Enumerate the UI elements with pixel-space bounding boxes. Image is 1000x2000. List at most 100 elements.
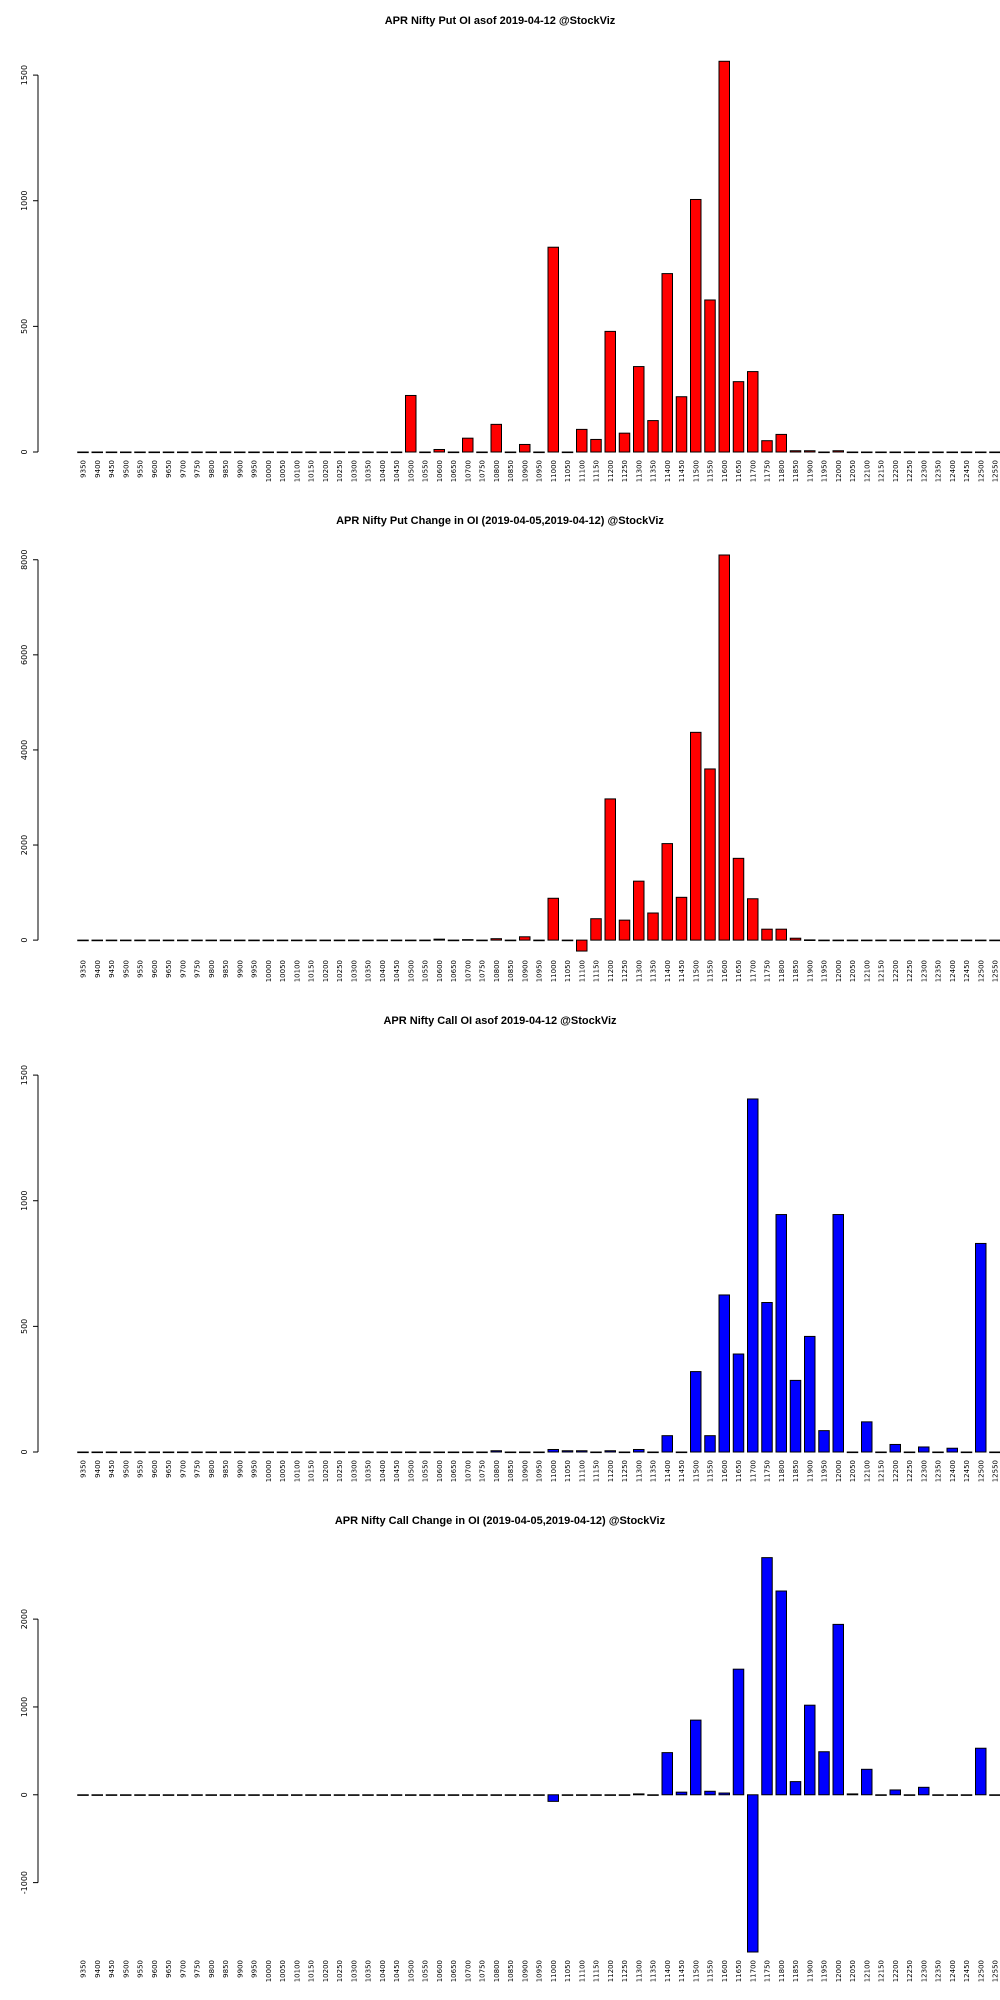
x-tick-label: 11950 — [821, 460, 829, 482]
bar-chart-4: APR Nifty Call Change in OI (2019-04-05,… — [20, 1515, 1000, 1982]
bar-12250 — [903, 451, 916, 454]
bar-12350 — [932, 939, 944, 942]
x-tick-label: 10850 — [507, 1460, 515, 1482]
x-tick-label: 10400 — [379, 1960, 387, 1982]
bar-11050 — [561, 1794, 574, 1796]
x-tick-label: 12150 — [878, 1960, 886, 1982]
x-tick-label: 10600 — [436, 460, 444, 482]
x-tick-label: 10450 — [393, 1960, 401, 1982]
bar-12350 — [932, 451, 944, 454]
x-tick-label: 11700 — [749, 460, 757, 482]
bar-9900 — [234, 1451, 246, 1454]
x-tick-label: 11550 — [707, 460, 715, 482]
x-tick-label: 11750 — [764, 960, 772, 982]
x-tick-label: 10150 — [308, 960, 316, 982]
bar-12050 — [846, 451, 859, 454]
chart-title: APR Nifty Call OI asof 2019-04-12 @Stock… — [383, 1015, 617, 1027]
bar-10400 — [376, 939, 388, 942]
x-tick-label: 10500 — [407, 460, 415, 482]
y-tick-label: 500 — [20, 319, 29, 334]
x-tick-label: 11150 — [593, 1960, 601, 1982]
bar-10850 — [504, 1794, 517, 1796]
y-tick-label: 0 — [20, 1792, 29, 1797]
x-tick-label: 10900 — [521, 960, 529, 982]
x-tick-label: 11350 — [650, 460, 658, 482]
x-tick-label: 11250 — [621, 1960, 629, 1982]
x-tick-label: 9400 — [94, 1460, 102, 1478]
bar-10300 — [348, 1794, 360, 1796]
bar-10900 — [519, 936, 531, 941]
bar-11250 — [618, 1451, 631, 1454]
bar-9400 — [91, 451, 103, 454]
bar-11000 — [547, 897, 559, 941]
x-tick-label: 10050 — [279, 1460, 287, 1482]
bar-10450 — [390, 1794, 403, 1796]
y-tick-label: 0 — [20, 938, 29, 943]
bar-10650 — [447, 451, 460, 454]
bar-11550 — [704, 768, 716, 941]
bar-10550 — [419, 451, 431, 454]
bar-10800 — [490, 938, 502, 941]
x-tick-label: 11300 — [635, 460, 643, 482]
bar-10050 — [276, 451, 289, 454]
bar-9500 — [120, 1794, 132, 1796]
bar-11350 — [647, 1451, 659, 1454]
bar-10350 — [362, 939, 374, 942]
bar-12050 — [846, 1451, 859, 1454]
bar-11450 — [675, 896, 688, 941]
x-tick-label: 11500 — [692, 460, 700, 482]
x-tick-label: 11700 — [749, 1460, 757, 1482]
bar-9600 — [148, 1451, 160, 1454]
chart-title: APR Nifty Call Change in OI (2019-04-05,… — [335, 1515, 666, 1527]
x-tick-label: 9400 — [94, 1960, 102, 1978]
bar-chart-1: APR Nifty Put OI asof 2019-04-12 @StockV… — [20, 15, 1000, 482]
bar-10700 — [462, 1794, 474, 1796]
x-tick-label: 9950 — [251, 1960, 259, 1978]
x-tick-label: 9800 — [208, 460, 216, 478]
x-tick-label: 10100 — [293, 460, 301, 482]
x-tick-label: 11400 — [664, 460, 672, 482]
bar-11200 — [604, 1794, 616, 1796]
x-tick-label: 9550 — [137, 1960, 145, 1978]
x-tick-label: 11450 — [678, 960, 686, 982]
bar-11800 — [775, 928, 787, 941]
bar-12000 — [832, 1623, 844, 1796]
x-tick-label: 10350 — [365, 460, 373, 482]
bar-10200 — [319, 451, 331, 454]
bar-9650 — [162, 939, 175, 942]
x-tick-label: 10450 — [393, 460, 401, 482]
bar-12200 — [889, 939, 901, 942]
bar-12150 — [875, 1794, 887, 1796]
bar-11850 — [789, 450, 802, 453]
y-tick-label: 2000 — [20, 835, 29, 855]
x-tick-label: 11200 — [607, 1460, 615, 1482]
bar-11000 — [547, 246, 559, 453]
bar-11500 — [690, 731, 702, 941]
bar-10000 — [262, 939, 274, 942]
bar-10900 — [519, 1451, 531, 1454]
x-tick-label: 9800 — [208, 1960, 216, 1978]
y-tick-label: 6000 — [20, 645, 29, 665]
bar-10150 — [305, 1451, 317, 1454]
bar-12300 — [918, 1786, 930, 1796]
x-tick-label: 12450 — [963, 1460, 971, 1482]
bar-9950 — [248, 939, 260, 942]
x-tick-label: 10650 — [450, 460, 458, 482]
x-tick-label: 9750 — [194, 960, 202, 978]
x-tick-label: 11800 — [778, 1960, 786, 1982]
x-tick-label: 10850 — [507, 460, 515, 482]
bar-10000 — [262, 451, 274, 454]
x-tick-label: 10550 — [422, 1460, 430, 1482]
x-tick-label: 10000 — [265, 460, 273, 482]
bar-10300 — [348, 939, 360, 942]
bar-chart-3: APR Nifty Call OI asof 2019-04-12 @Stock… — [20, 1015, 1000, 1482]
x-tick-label: 12100 — [863, 460, 871, 482]
bar-9750 — [191, 451, 203, 454]
x-tick-label: 12400 — [949, 1460, 957, 1482]
x-tick-label: 11550 — [707, 960, 715, 982]
x-tick-label: 11550 — [707, 1960, 715, 1982]
bar-10950 — [533, 1794, 545, 1796]
bar-10850 — [504, 451, 517, 454]
x-tick-label: 12500 — [977, 1460, 985, 1482]
